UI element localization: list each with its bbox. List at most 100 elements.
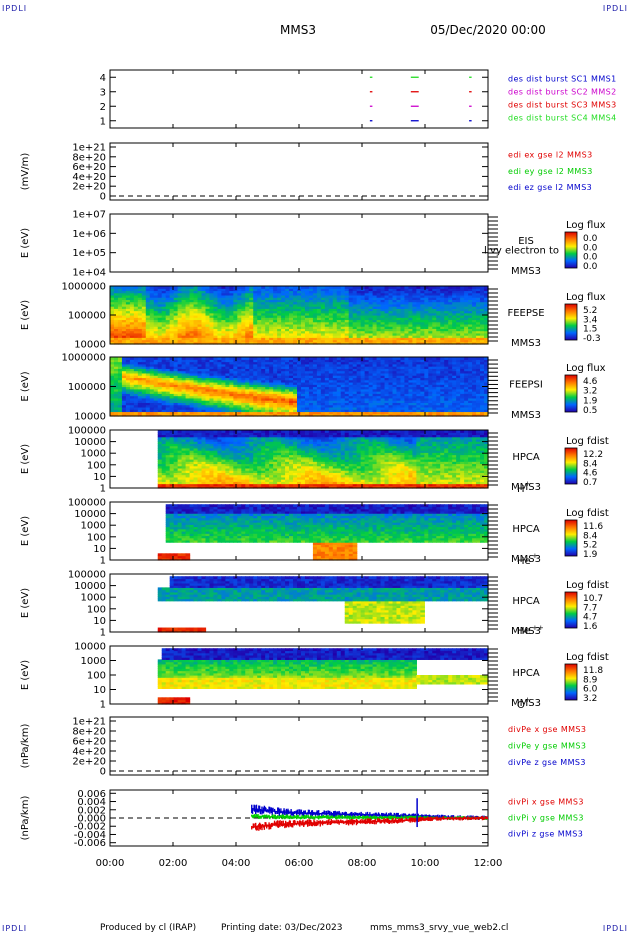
heatmap-cell [324, 315, 330, 318]
y-axis-label-edi: (mV/m) [20, 153, 31, 191]
heatmap-cell [348, 308, 354, 312]
heatmap-cell [110, 319, 115, 323]
heatmap-cell [273, 341, 278, 345]
heatmap-cell [336, 303, 342, 307]
heatmap-cell [277, 290, 282, 294]
heatmap-cell [149, 341, 155, 345]
heatmap-cell [149, 321, 155, 325]
heatmap-cell [153, 294, 159, 298]
heatmap-cell [129, 335, 135, 338]
heatmap-cell [221, 299, 226, 303]
heatmap-cell [300, 323, 306, 327]
heatmap-cell [153, 330, 159, 334]
heatmap-cell [185, 337, 191, 341]
heatmap-cell [300, 288, 306, 292]
heatmap-cell [177, 317, 183, 321]
heatmap-cell [125, 308, 131, 312]
heatmap-cell [456, 323, 461, 327]
heatmap-cell [440, 341, 445, 345]
heatmap-cell [289, 292, 294, 296]
heatmap-cell [161, 308, 167, 312]
heatmap-cell [173, 301, 179, 305]
instrument-label-feepse: FEEPSE [507, 308, 544, 319]
heatmap-cell [185, 323, 191, 327]
y-tick-label: 3 [100, 87, 106, 98]
heatmap-cell [392, 330, 398, 334]
heatmap-cell [416, 294, 421, 298]
heatmap-cell [281, 330, 286, 334]
heatmap-cell [217, 299, 223, 303]
heatmap-cell [336, 310, 342, 314]
heatmap-cell [113, 319, 119, 323]
heatmap-cell [412, 317, 417, 321]
heatmap-cell [376, 339, 382, 343]
heatmap-cell [328, 294, 334, 298]
heatmap-cell [404, 319, 410, 323]
heatmap-cell [440, 315, 445, 318]
heatmap-cell [348, 319, 354, 323]
heatmap-cell [436, 303, 441, 307]
heatmap-cell [396, 286, 402, 289]
heatmap-cell [153, 306, 159, 309]
heatmap-cell [356, 312, 362, 316]
heatmap-cell [189, 297, 195, 300]
heatmap-cell [420, 337, 425, 341]
heatmap-cell [324, 341, 330, 345]
heatmap-cell [110, 286, 115, 289]
heatmap-cell [356, 292, 362, 296]
y-tick-label: 1e+04 [72, 268, 106, 279]
heatmap-cell [384, 321, 390, 325]
heatmap-cell [452, 290, 457, 294]
heatmap-cell [340, 312, 346, 316]
heatmap-cell [141, 341, 147, 345]
heatmap-cell [121, 339, 127, 343]
heatmap-cell [336, 323, 342, 327]
heatmap-cell [209, 288, 215, 292]
heatmap-cell [293, 332, 298, 336]
heatmap-cell [452, 321, 457, 325]
heatmap-cell [149, 297, 155, 300]
heatmap-cell [368, 335, 374, 338]
heatmap-cell [336, 321, 342, 325]
heatmap-cell [181, 299, 187, 303]
heatmap-cell [352, 299, 358, 303]
heatmap-cell [428, 328, 433, 332]
heatmap-cell [344, 341, 350, 345]
heatmap-cell [213, 332, 219, 336]
heatmap-cell [265, 310, 270, 314]
heatmap-cell [257, 310, 262, 314]
heatmap-cell [316, 326, 322, 329]
heatmap-cell [197, 303, 203, 307]
header-spacecraft: MMS3 [280, 23, 316, 37]
heatmap-cell [336, 332, 342, 336]
heatmap-cell [165, 297, 171, 300]
heatmap-cell [281, 312, 286, 316]
heatmap-cell [273, 290, 278, 294]
heatmap-cell [388, 288, 394, 292]
heatmap-cell [149, 317, 155, 321]
heatmap-cell [312, 297, 318, 300]
heatmap-cell [392, 306, 398, 309]
heatmap-cell [149, 308, 155, 312]
heatmap-cell [237, 317, 242, 321]
heatmap-cell [332, 330, 338, 334]
heatmap-cell [229, 319, 234, 323]
heatmap-cell [364, 323, 370, 327]
heatmap-cell [265, 321, 270, 325]
heatmap-cell [416, 299, 421, 303]
heatmap-cell [165, 303, 171, 307]
heatmap-cell [281, 299, 286, 303]
heatmap-cell [209, 301, 215, 305]
y-tick-label: 6e+20 [72, 162, 106, 173]
heatmap-cell [372, 341, 378, 345]
heatmap-cell [384, 288, 390, 292]
heatmap-cell [368, 319, 374, 323]
heatmap-cell [141, 339, 147, 343]
heatmap-cell [420, 319, 425, 323]
heatmap-cell [344, 310, 350, 314]
heatmap-cell [241, 299, 246, 303]
heatmap-cell [293, 315, 298, 318]
heatmap-cell [293, 339, 298, 343]
heatmap-cell [110, 310, 115, 314]
heatmap-cell [428, 310, 433, 314]
